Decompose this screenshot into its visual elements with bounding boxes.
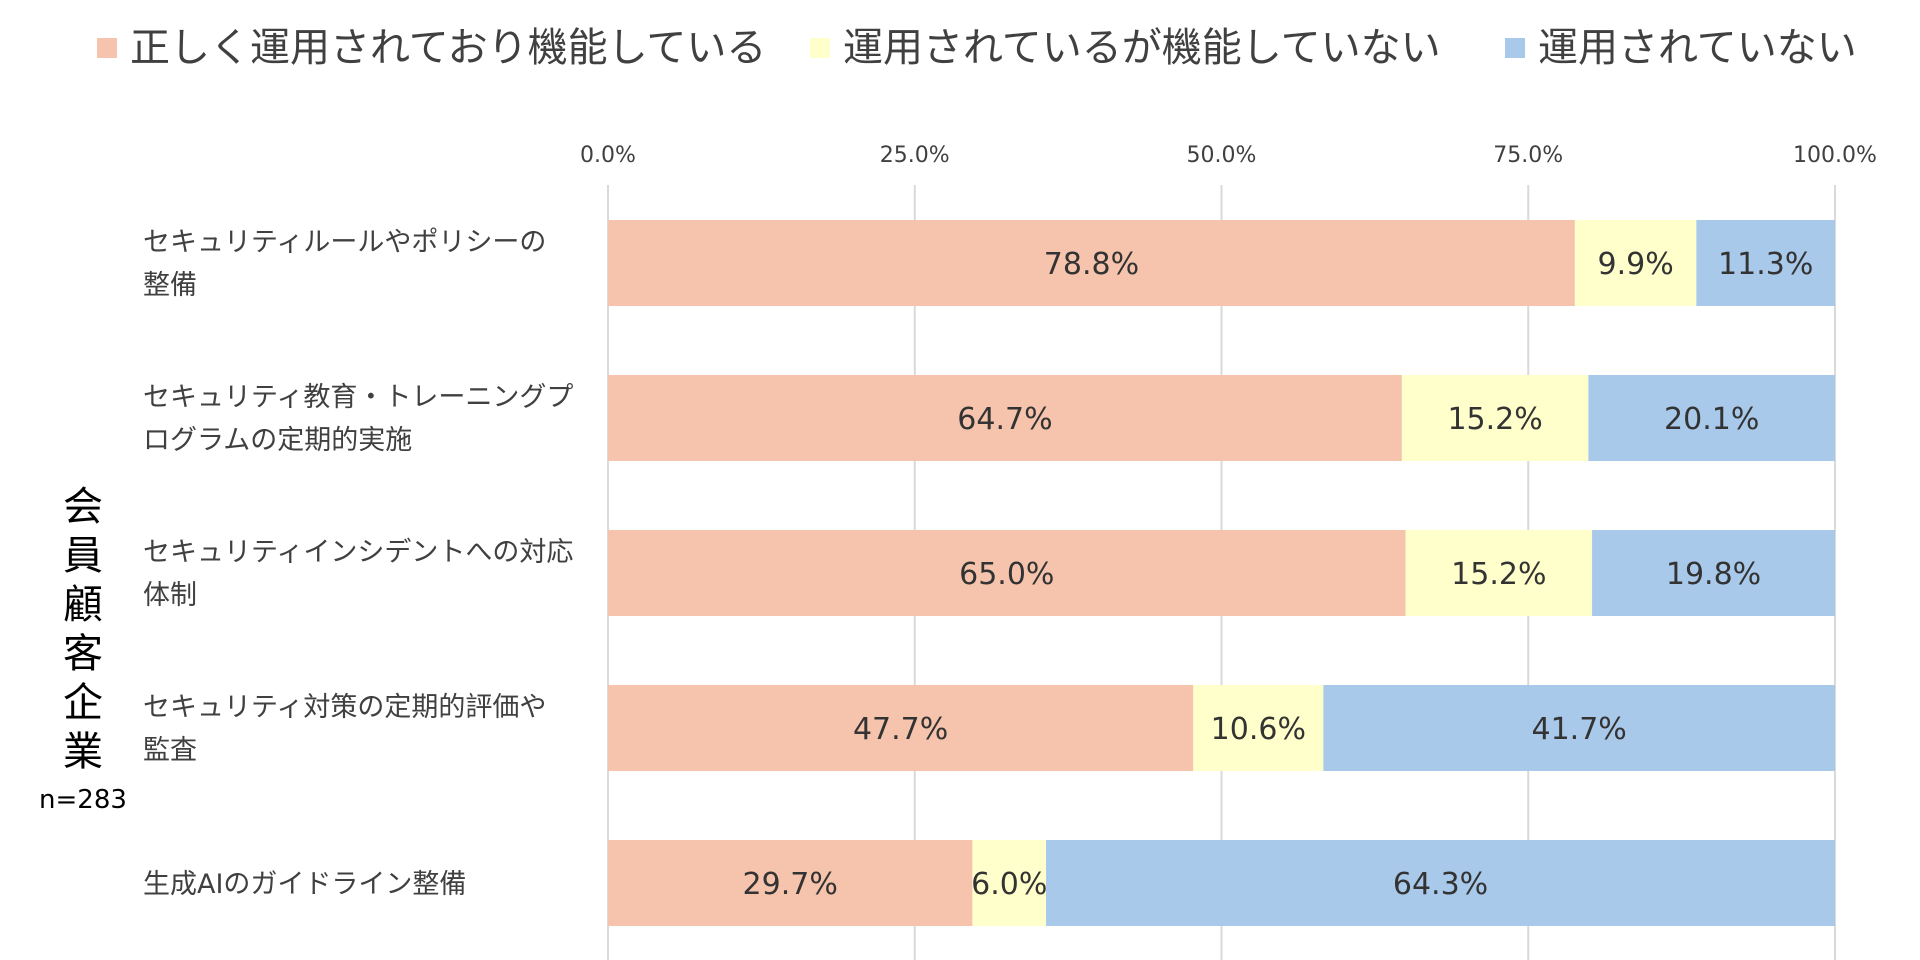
- category-label: セキュリティルールやポリシーの: [143, 227, 546, 258]
- bar-segment: [608, 375, 1402, 461]
- group-label-char: 会: [63, 484, 103, 530]
- legend-label: 運用されていない: [1538, 25, 1857, 71]
- legend-label: 正しく運用されており機能している: [130, 25, 766, 71]
- bar-segment: [608, 220, 1575, 306]
- data-label: 29.7%: [743, 867, 838, 902]
- bar-segment: [1574, 220, 1697, 306]
- category-label: 整備: [143, 270, 197, 301]
- category-label: 監査: [143, 735, 197, 766]
- legend-swatch: [810, 38, 830, 58]
- bar-segment: [1405, 530, 1593, 616]
- bar-segment: [1401, 375, 1589, 461]
- bar-segment: [1046, 840, 1835, 926]
- data-label: 20.1%: [1664, 402, 1759, 437]
- bar-segment: [1696, 220, 1835, 306]
- x-axis-ticks: 0.0% 25.0% 50.0% 75.0% 100.0%: [580, 143, 1877, 168]
- bar-segment: [1193, 685, 1324, 771]
- bar-segment: [608, 840, 973, 926]
- data-label: 78.8%: [1044, 247, 1139, 282]
- data-label: 15.2%: [1447, 402, 1542, 437]
- x-tick-label: 50.0%: [1187, 143, 1257, 168]
- data-label: 64.7%: [957, 402, 1052, 437]
- group-label-char: 業: [63, 729, 103, 775]
- category-labels: セキュリティルールやポリシーの整備セキュリティ教育・トレーニングプログラムの定期…: [143, 227, 573, 900]
- data-label: 15.2%: [1451, 557, 1546, 592]
- data-label: 10.6%: [1211, 712, 1306, 747]
- bar-segment: [1323, 685, 1835, 771]
- data-label: 41.7%: [1532, 712, 1627, 747]
- data-label: 64.3%: [1393, 867, 1488, 902]
- group-label-char: 顧: [63, 582, 103, 628]
- data-label: 11.3%: [1718, 247, 1813, 282]
- category-label: セキュリティインシデントへの対応: [143, 537, 573, 568]
- x-tick-label: 75.0%: [1493, 143, 1563, 168]
- group-label-char: 企: [63, 680, 103, 726]
- x-tick-label: 100.0%: [1793, 143, 1877, 168]
- category-label: セキュリティ教育・トレーニングプ: [143, 382, 573, 413]
- sample-size-label: n=283: [39, 785, 127, 815]
- x-tick-label: 25.0%: [880, 143, 950, 168]
- bar-segment: [608, 685, 1194, 771]
- category-label: セキュリティ対策の定期的評価や: [143, 692, 546, 723]
- legend-swatch: [1505, 38, 1525, 58]
- data-label: 6.0%: [971, 867, 1047, 902]
- category-label: ログラムの定期的実施: [143, 425, 412, 456]
- bar-segment: [1588, 375, 1835, 461]
- group-label-char: 員: [63, 533, 103, 579]
- category-label: 生成AIのガイドライン整備: [143, 869, 466, 900]
- bar-segment: [1592, 530, 1835, 616]
- bars: 78.8% 9.9% 11.3% 64.7% 15.2% 20.1% 65.0% 15.2% 1…: [608, 220, 1835, 926]
- bar-segment: [972, 840, 1047, 926]
- data-label: 9.9%: [1598, 247, 1674, 282]
- category-label: 体制: [143, 580, 197, 611]
- legend: 正しく運用されており機能している 運用されているが機能していない 運用されていない: [97, 25, 1857, 71]
- legend-label: 運用されているが機能していない: [843, 25, 1441, 71]
- x-tick-label: 0.0%: [580, 143, 636, 168]
- legend-swatch: [97, 38, 117, 58]
- bar-segment: [608, 530, 1406, 616]
- group-label-char: 客: [63, 631, 103, 677]
- data-label: 65.0%: [959, 557, 1054, 592]
- data-label: 47.7%: [853, 712, 948, 747]
- data-label: 19.8%: [1666, 557, 1761, 592]
